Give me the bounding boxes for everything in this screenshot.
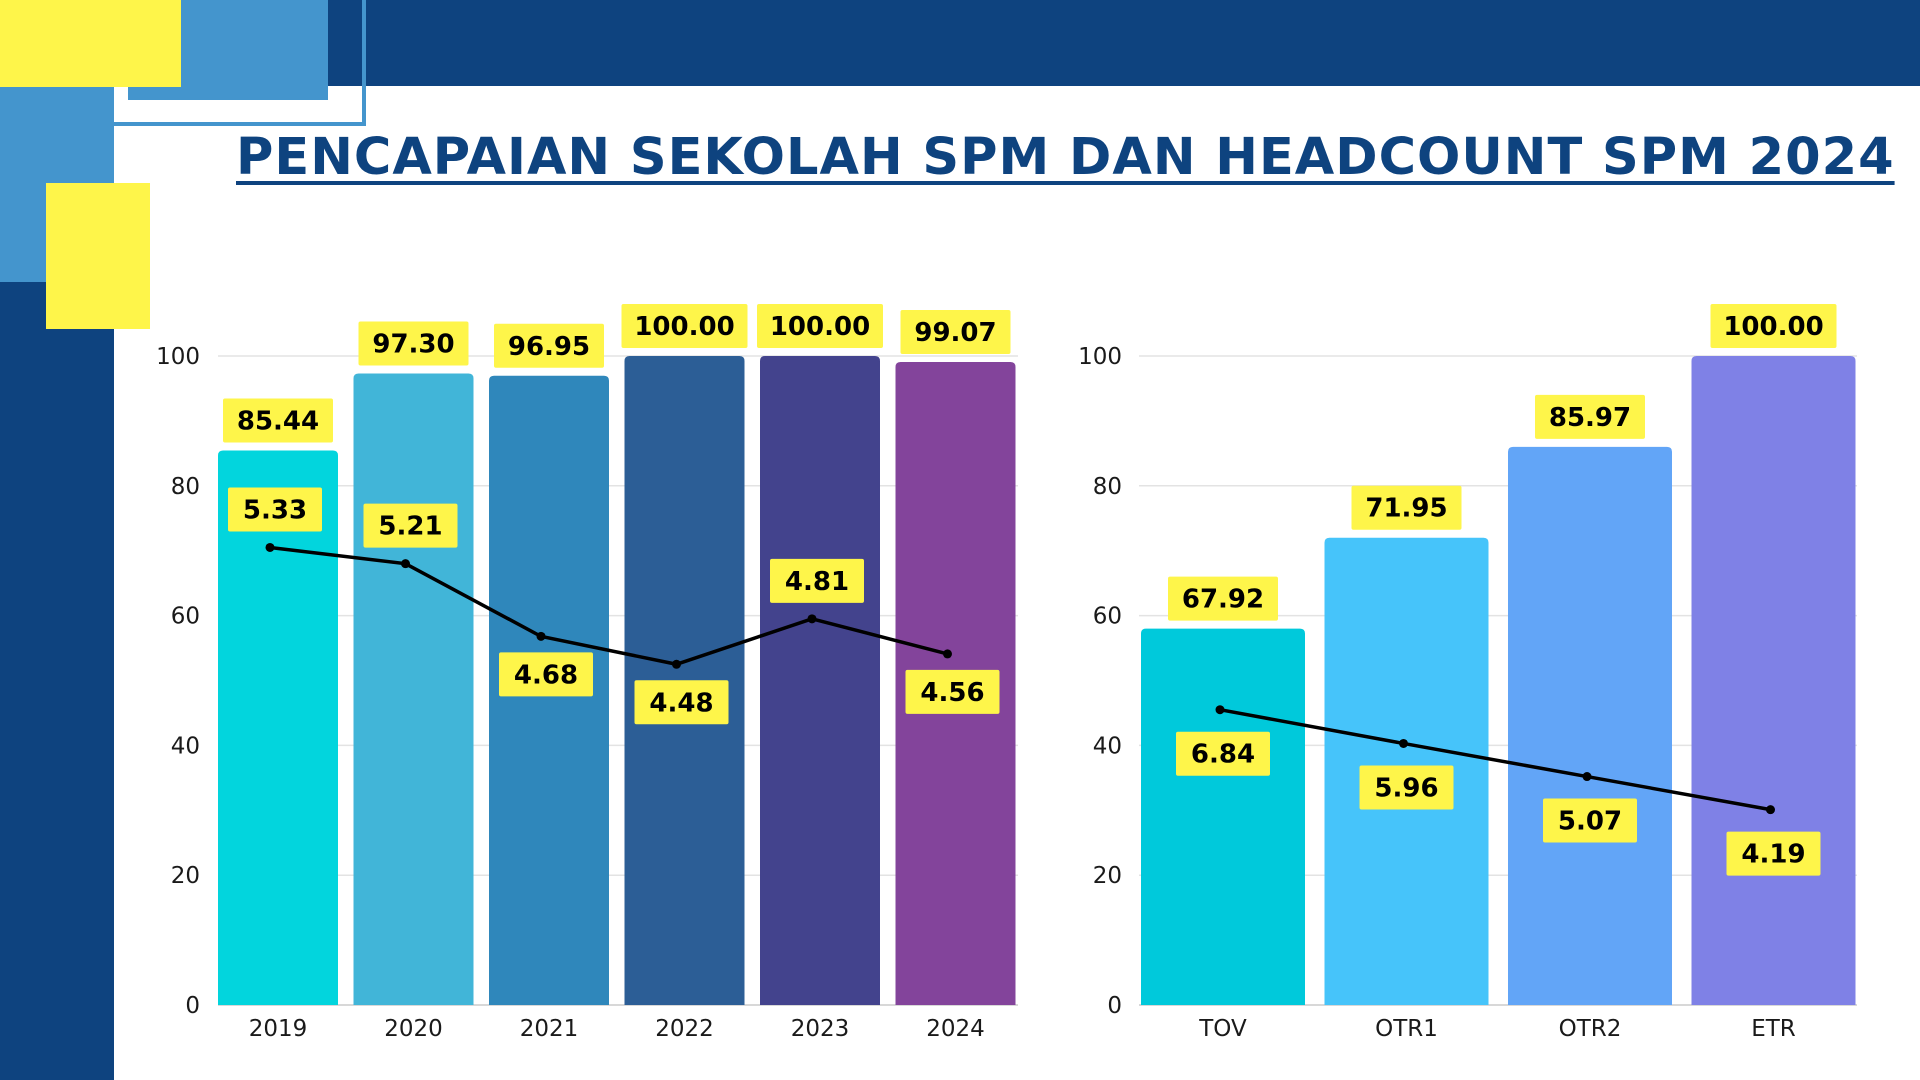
- bar-label-OTR1-bg: [1351, 485, 1462, 530]
- bar-label-TOV-bg: [1168, 576, 1278, 621]
- x-tick-ETR: ETR: [1751, 1016, 1796, 1042]
- line-label-2023: 4.81: [785, 567, 849, 597]
- line-point-2019: [265, 542, 275, 552]
- outline-frame: [114, 0, 366, 126]
- bar-label-OTR1: 71.95: [1365, 494, 1447, 524]
- line-label-OTR2-bg: [1543, 798, 1637, 843]
- line-label-TOV: 6.84: [1191, 740, 1255, 770]
- page-title: PENCAPAIAN SEKOLAH SPM DAN HEADCOUNT SPM…: [236, 128, 1895, 187]
- line-point-2020: [401, 559, 410, 569]
- bar-label-2023-bg: [757, 304, 883, 348]
- x-tick-2021: 2021: [520, 1016, 579, 1042]
- line-label-2022-bg: [634, 680, 729, 725]
- y-tick-20: 20: [1093, 863, 1122, 889]
- y-tick-100: 100: [156, 344, 200, 370]
- y-tick-80: 80: [171, 474, 200, 500]
- line-point-OTR1: [1399, 738, 1408, 748]
- line-series: [269, 545, 948, 667]
- y-tick-60: 60: [1093, 604, 1122, 630]
- bar-label-2019-bg: [223, 398, 333, 443]
- line-point-2022: [672, 659, 681, 669]
- x-tick-2020: 2020: [384, 1016, 443, 1042]
- bar-label-2021-bg: [494, 323, 604, 368]
- line-point-2021: [536, 631, 546, 641]
- line-label-2023-bg: [770, 558, 864, 603]
- y-tick-40: 40: [1093, 733, 1122, 759]
- y-tick-20: 20: [171, 863, 200, 889]
- y-tick-80: 80: [1093, 474, 1122, 500]
- line-point-TOV: [1215, 705, 1225, 715]
- bar-ETR: [1691, 356, 1856, 1005]
- bar-label-ETR: 100.00: [1723, 312, 1823, 342]
- bar-label-2019: 85.44: [237, 406, 319, 436]
- x-tick-TOV: TOV: [1198, 1016, 1247, 1042]
- x-tick-2019: 2019: [249, 1016, 308, 1042]
- bar-label-2021: 96.95: [508, 332, 590, 362]
- bar-label-2024-bg: [900, 310, 1011, 355]
- line-label-TOV-bg: [1176, 731, 1270, 776]
- y-tick-0: 0: [185, 993, 200, 1019]
- line-series: [1219, 707, 1771, 812]
- bar-label-OTR2: 85.97: [1549, 403, 1631, 433]
- bar-2023: [760, 356, 880, 1005]
- line-label-OTR1-bg: [1359, 765, 1454, 810]
- bar-TOV: [1141, 628, 1305, 1005]
- bar-label-2020-bg: [358, 321, 469, 366]
- line-point-OTR2: [1582, 772, 1592, 782]
- line-label-2020-bg: [363, 503, 458, 548]
- line-label-2020: 5.21: [378, 512, 442, 542]
- x-tick-2022: 2022: [655, 1016, 714, 1042]
- y-tick-100: 100: [1078, 344, 1122, 370]
- bar-2019: [218, 450, 338, 1005]
- yellow-square-top: [0, 0, 181, 87]
- line-point-2023: [807, 614, 817, 624]
- line-point-ETR: [1766, 805, 1775, 815]
- line-label-ETR-bg: [1726, 831, 1821, 876]
- bar-label-2024: 99.07: [914, 318, 996, 348]
- y-tick-40: 40: [171, 733, 200, 759]
- x-tick-2024: 2024: [926, 1016, 985, 1042]
- line-label-OTR2: 5.07: [1558, 807, 1622, 837]
- bar-OTR2: [1508, 446, 1672, 1005]
- bar-label-2022: 100.00: [634, 312, 734, 342]
- line-label-2021: 4.68: [514, 660, 578, 690]
- line-label-2019-bg: [228, 487, 322, 532]
- line-label-OTR1: 5.96: [1374, 773, 1438, 803]
- line-label-2024-bg: [905, 669, 1000, 714]
- line-label-ETR: 4.19: [1741, 840, 1805, 870]
- bar-label-ETR-bg: [1710, 304, 1837, 348]
- line-label-2021-bg: [499, 652, 593, 697]
- line-label-2022: 4.48: [649, 688, 713, 718]
- bar-label-TOV: 67.92: [1182, 585, 1264, 615]
- y-tick-60: 60: [171, 604, 200, 630]
- line-label-2019: 5.33: [243, 495, 307, 525]
- x-tick-OTR2: OTR2: [1559, 1016, 1622, 1042]
- bar-label-2022-bg: [621, 304, 748, 348]
- bar-label-OTR2-bg: [1535, 394, 1645, 439]
- bar-label-2023: 100.00: [770, 312, 870, 342]
- bar-label-2020: 97.30: [372, 330, 454, 360]
- yellow-square-left: [46, 183, 150, 329]
- line-point-2024: [943, 649, 952, 659]
- x-tick-OTR1: OTR1: [1375, 1016, 1438, 1042]
- y-tick-0: 0: [1107, 993, 1122, 1019]
- x-tick-2023: 2023: [791, 1016, 850, 1042]
- line-label-2024: 4.56: [920, 678, 984, 708]
